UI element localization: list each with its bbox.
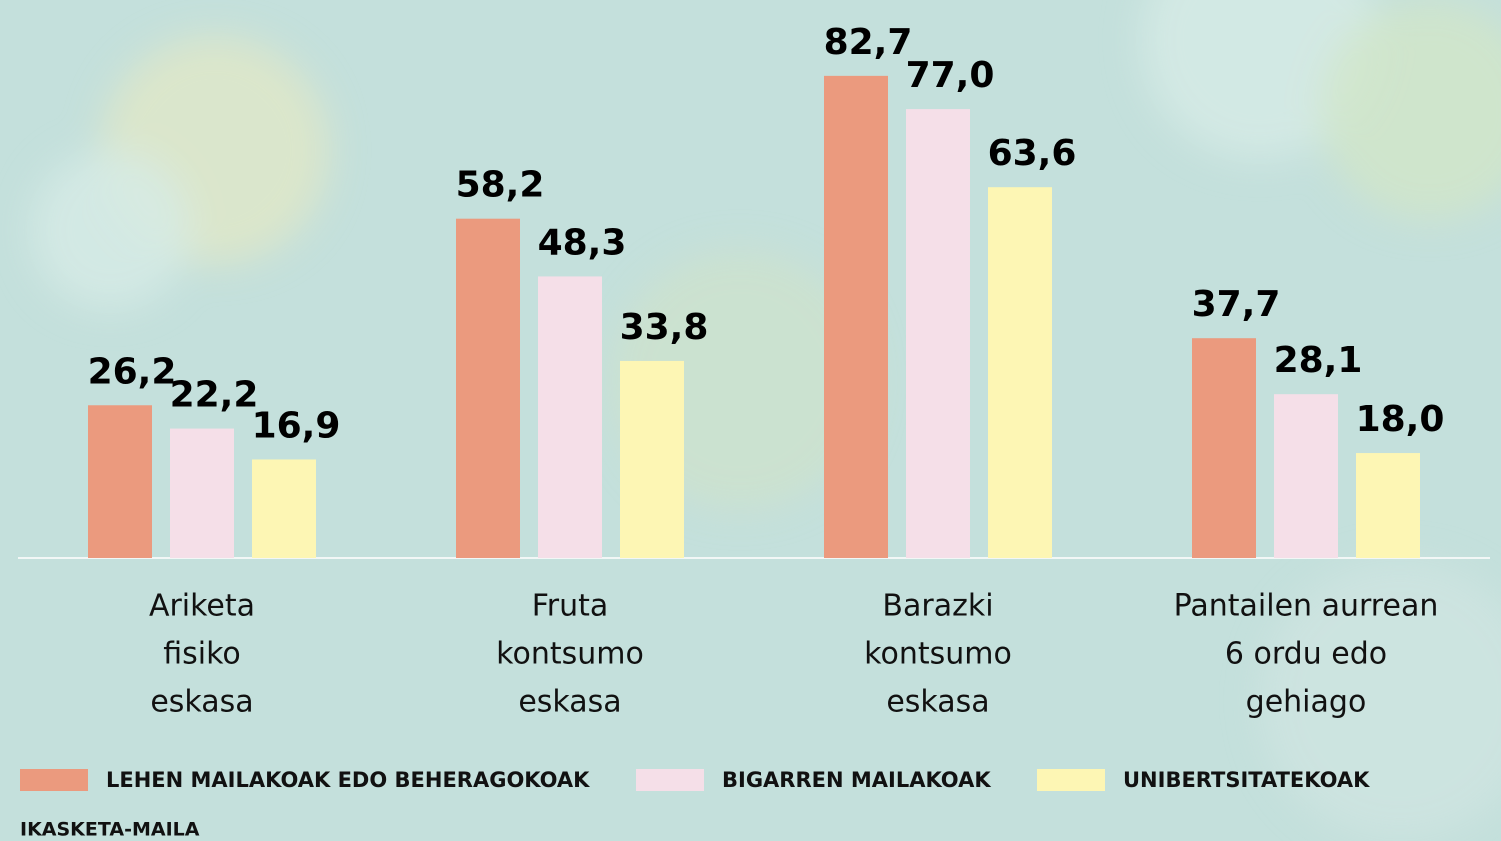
legend-swatch [1037,769,1105,791]
bar [1274,394,1338,558]
bar [88,405,152,558]
bar [906,109,970,558]
x-tick-label: eskasa [886,685,989,720]
bar [1356,453,1420,558]
legend-label: BIGARREN MAILAKOAK [722,768,991,792]
bar [824,75,888,558]
x-tick-label: fisiko [163,637,241,672]
x-tick-label: gehiago [1246,685,1367,720]
x-tick-label: 6 ordu edo [1225,637,1387,672]
bar [252,459,316,558]
x-tick-label: eskasa [150,685,253,720]
bar [538,276,602,558]
bar [170,428,234,558]
bar [456,218,520,558]
x-tick-label: Fruta [532,589,609,624]
value-label: 22,2 [170,375,259,416]
value-label: 18,0 [1356,399,1445,440]
value-label: 58,2 [456,165,545,206]
value-label: 33,8 [620,307,709,348]
value-label: 26,2 [88,351,177,392]
value-label: 48,3 [538,222,627,263]
value-label: 16,9 [252,405,341,446]
legend-title: IKASKETA-MAILA [20,819,200,841]
decor [30,0,1501,840]
bar [1192,338,1256,558]
value-label: 37,7 [1192,284,1281,325]
bar [620,360,684,558]
x-tick-label: kontsumo [864,637,1012,672]
value-label: 63,6 [988,133,1077,174]
value-label: 77,0 [906,55,995,96]
bar [988,187,1052,558]
x-tick-label: Pantailen aurrean [1174,589,1439,624]
value-label: 28,1 [1274,340,1363,381]
x-tick-label: Barazki [882,589,993,624]
value-label: 82,7 [824,22,913,63]
x-tick-label: kontsumo [496,637,644,672]
legend-label: LEHEN MAILAKOAK EDO BEHERAGOKOAK [106,768,590,792]
legend-swatch [636,769,704,791]
x-tick-label: eskasa [518,685,621,720]
legend-label: UNIBERTSITATEKOAK [1123,768,1370,792]
legend-swatch [20,769,88,791]
x-tick-label: Ariketa [149,589,255,624]
